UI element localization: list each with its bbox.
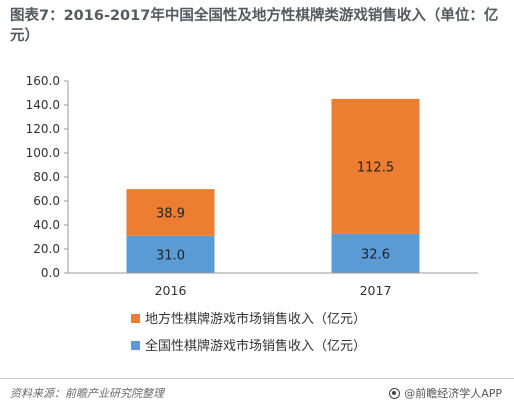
data-label: 32.6 [361, 247, 390, 262]
y-tick-label: 100.0 [26, 146, 60, 160]
legend-label: 地方性棋牌游戏市场销售收入（亿元） [145, 311, 366, 327]
stacked-bar-chart: 0.020.040.060.080.0100.0120.0140.0160.0 … [26, 74, 478, 354]
legend-label: 全国性棋牌游戏市场销售收入（亿元） [145, 338, 366, 354]
legend: 地方性棋牌游戏市场销售收入（亿元） 全国性棋牌游戏市场销售收入（亿元） [131, 311, 366, 354]
y-tick-label: 120.0 [26, 122, 60, 136]
x-tick-label: 2016 [155, 283, 187, 298]
source-note: 资料来源：前瞻产业研究院整理 [10, 387, 164, 400]
bar-segment [126, 235, 215, 273]
data-label: 31.0 [156, 248, 185, 263]
y-tick-label: 20.0 [33, 242, 60, 256]
legend-swatch [131, 341, 140, 350]
x-tick-label: 2017 [360, 283, 392, 298]
y-tick-label: 140.0 [26, 98, 60, 112]
y-tick-label: 80.0 [33, 170, 60, 184]
brand-logo-icon [389, 387, 401, 399]
y-tick-label: 60.0 [33, 194, 60, 208]
data-label: 38.9 [156, 206, 185, 221]
bar-segment [331, 98, 420, 234]
x-axis: 2016 2017 [68, 272, 478, 298]
y-tick-label: 0.0 [41, 266, 60, 280]
footer: 资料来源：前瞻产业研究院整理 @前瞻经济学人APP [0, 378, 514, 408]
legend-swatch [131, 314, 140, 323]
brand-credit: @前瞻经济学人APP [389, 385, 502, 401]
bar-segment [331, 233, 420, 273]
brand-text: @前瞻经济学人APP [404, 387, 502, 400]
bars: 31.0 38.9 32.6 112.5 [126, 98, 420, 273]
y-tick-label: 40.0 [33, 218, 60, 232]
chart-title: 图表7：2016-2017年中国全国性及地方性棋牌类游戏销售收入（单位：亿元） [10, 8, 499, 44]
data-label: 112.5 [357, 160, 394, 175]
bar-segment [126, 189, 215, 236]
y-axis: 0.0 20.0 40.0 60.0 80.0 100.0 120.0 140.0 160.0 [26, 74, 69, 280]
y-tick-label: 160.0 [26, 74, 60, 88]
